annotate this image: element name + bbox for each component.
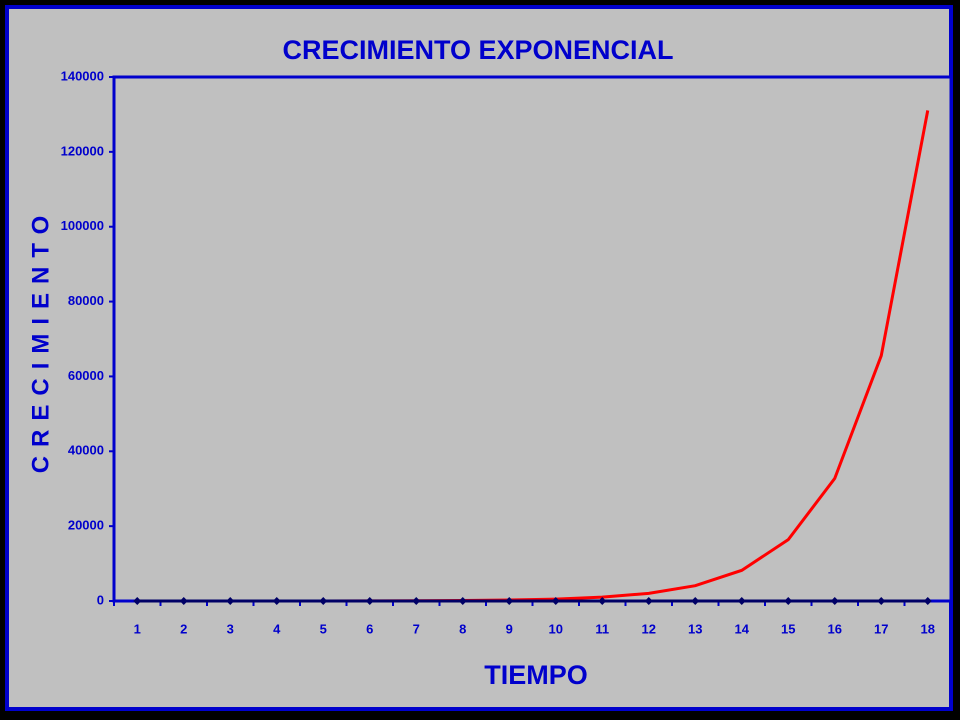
y-tick-label: 120000 xyxy=(61,143,104,158)
x-tick-label: 17 xyxy=(874,621,888,636)
marker xyxy=(133,597,142,605)
x-tick-label: 7 xyxy=(413,621,420,636)
marker xyxy=(458,597,467,605)
x-tick-label: 10 xyxy=(549,621,563,636)
x-tick-label: 12 xyxy=(642,621,656,636)
x-tick-label: 13 xyxy=(688,621,702,636)
x-tick-label: 9 xyxy=(506,621,513,636)
x-tick-label: 18 xyxy=(921,621,935,636)
x-tick-label: 3 xyxy=(227,621,234,636)
x-tick-label: 2 xyxy=(180,621,187,636)
y-tick-label: 60000 xyxy=(68,368,104,383)
marker xyxy=(365,597,374,605)
x-tick-label: 14 xyxy=(735,621,750,636)
marker xyxy=(505,597,514,605)
marker xyxy=(877,597,886,605)
plot-area xyxy=(112,75,953,603)
chart-title: CRECIMIENTO EXPONENCIAL xyxy=(282,35,673,65)
y-tick-label: 20000 xyxy=(68,518,104,533)
marker xyxy=(598,597,607,605)
x-tick-label: 11 xyxy=(595,621,609,636)
y-tick-label: 80000 xyxy=(68,293,104,308)
marker xyxy=(923,597,932,605)
x-tick-label: 16 xyxy=(828,621,842,636)
marker xyxy=(226,597,235,605)
x-tick-label: 8 xyxy=(459,621,466,636)
x-tick-label: 5 xyxy=(320,621,327,636)
marker xyxy=(272,597,281,605)
marker xyxy=(737,597,746,605)
marker xyxy=(784,597,793,605)
marker xyxy=(551,597,560,605)
x-tick-label: 4 xyxy=(273,621,281,636)
y-tick-label: 0 xyxy=(97,592,104,607)
marker xyxy=(691,597,700,605)
y-tick-label: 40000 xyxy=(68,443,104,458)
marker xyxy=(319,597,328,605)
y-axis-label: CRECIMIENTO xyxy=(27,207,54,474)
marker xyxy=(412,597,421,605)
y-tick-label: 140000 xyxy=(61,68,104,83)
marker xyxy=(644,597,653,605)
x-axis-label: TIEMPO xyxy=(484,660,588,690)
marker xyxy=(830,597,839,605)
y-tick-label: 100000 xyxy=(61,218,104,233)
x-tick-label: 6 xyxy=(366,621,373,636)
x-tick-label: 1 xyxy=(134,621,141,636)
x-tick-label: 15 xyxy=(781,621,795,636)
marker xyxy=(179,597,188,605)
